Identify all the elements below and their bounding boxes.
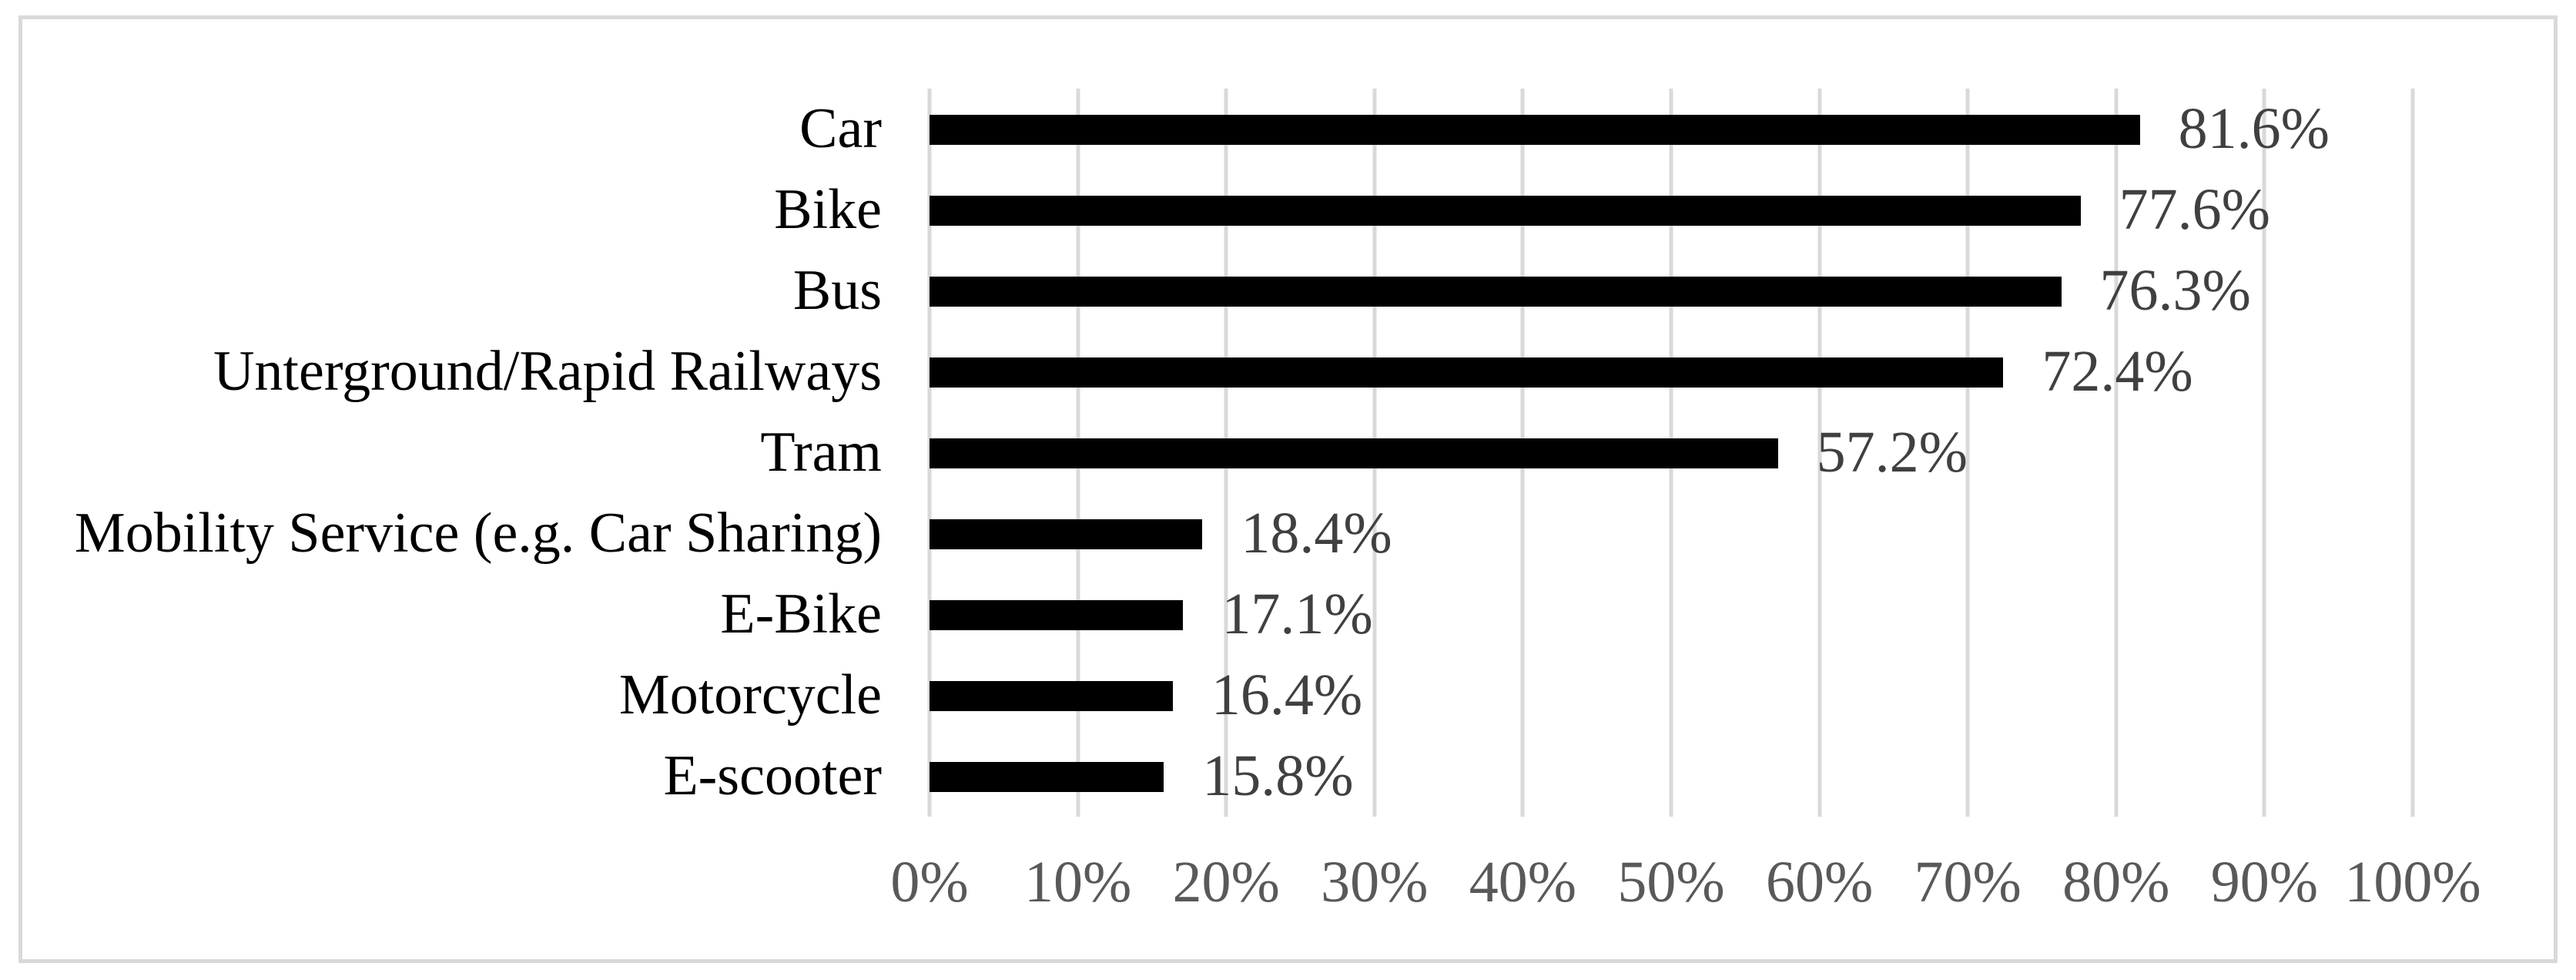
gridline (2410, 89, 2415, 817)
x-axis-tick-label: 60% (1765, 850, 1874, 915)
bar-value-label: 16.4% (1211, 663, 1363, 727)
gridline (2114, 89, 2119, 817)
bar-value-label: 77.6% (2119, 177, 2270, 242)
x-axis-tick-label: 70% (1914, 850, 2022, 915)
category-label: Bike (774, 178, 882, 241)
x-axis-tick-label: 90% (2210, 850, 2319, 915)
bar-value-label: 81.6% (2178, 96, 2330, 161)
bar-value-label: 17.1% (1221, 582, 1373, 646)
bar (930, 195, 2081, 226)
gridline (1817, 89, 1822, 817)
x-axis-tick-label: 80% (2062, 850, 2170, 915)
bar (930, 519, 1203, 549)
x-axis-tick-label: 100% (2344, 850, 2481, 915)
x-axis-tick-label: 50% (1617, 850, 1725, 915)
plot-area: 81.6% 77.6% 76.3% 72.4% 57.2% 18.4% 17.1% 16.4%… (927, 89, 2415, 817)
bar (930, 357, 2004, 388)
x-axis-tick-label: 40% (1469, 850, 1577, 915)
bar-value-label: 72.4% (2042, 339, 2193, 404)
bar-value-label: 76.3% (2099, 258, 2251, 323)
bar (930, 438, 1778, 468)
category-label: Bus (792, 259, 882, 322)
x-axis-tick-label: 10% (1023, 850, 1132, 915)
category-label: Tram (760, 421, 882, 484)
x-axis: 0% 10% 20% 30% 40% 50% 60% 70% 80% 90% 100% (890, 844, 2481, 921)
x-axis-tick-label: 20% (1172, 850, 1280, 915)
gridline (2262, 89, 2266, 817)
category-label: Mobility Service (e.g. Car Sharing) (74, 502, 882, 565)
x-axis-tick-label: 0% (890, 850, 969, 915)
category-label: Motorcycle (618, 663, 882, 727)
category-label: Unterground/Rapid Railways (213, 340, 882, 403)
bar-value-label: 57.2% (1816, 420, 1968, 485)
category-label: Car (799, 97, 882, 160)
bar-value-label: 18.4% (1241, 501, 1392, 566)
category-axis: Car Bike Bus Unterground/Rapid Railways Tram… (46, 89, 882, 817)
x-axis-tick-label: 30% (1321, 850, 1429, 915)
category-label: E-scooter (663, 744, 882, 807)
bar (930, 276, 2062, 307)
bar (930, 680, 1173, 711)
bar (930, 761, 1164, 792)
bar (930, 599, 1184, 630)
gridline (1965, 89, 1970, 817)
category-label: E-Bike (720, 582, 882, 646)
figure-border (18, 15, 2558, 963)
bar-value-label: 15.8% (1202, 743, 1354, 808)
bar (930, 114, 2140, 145)
